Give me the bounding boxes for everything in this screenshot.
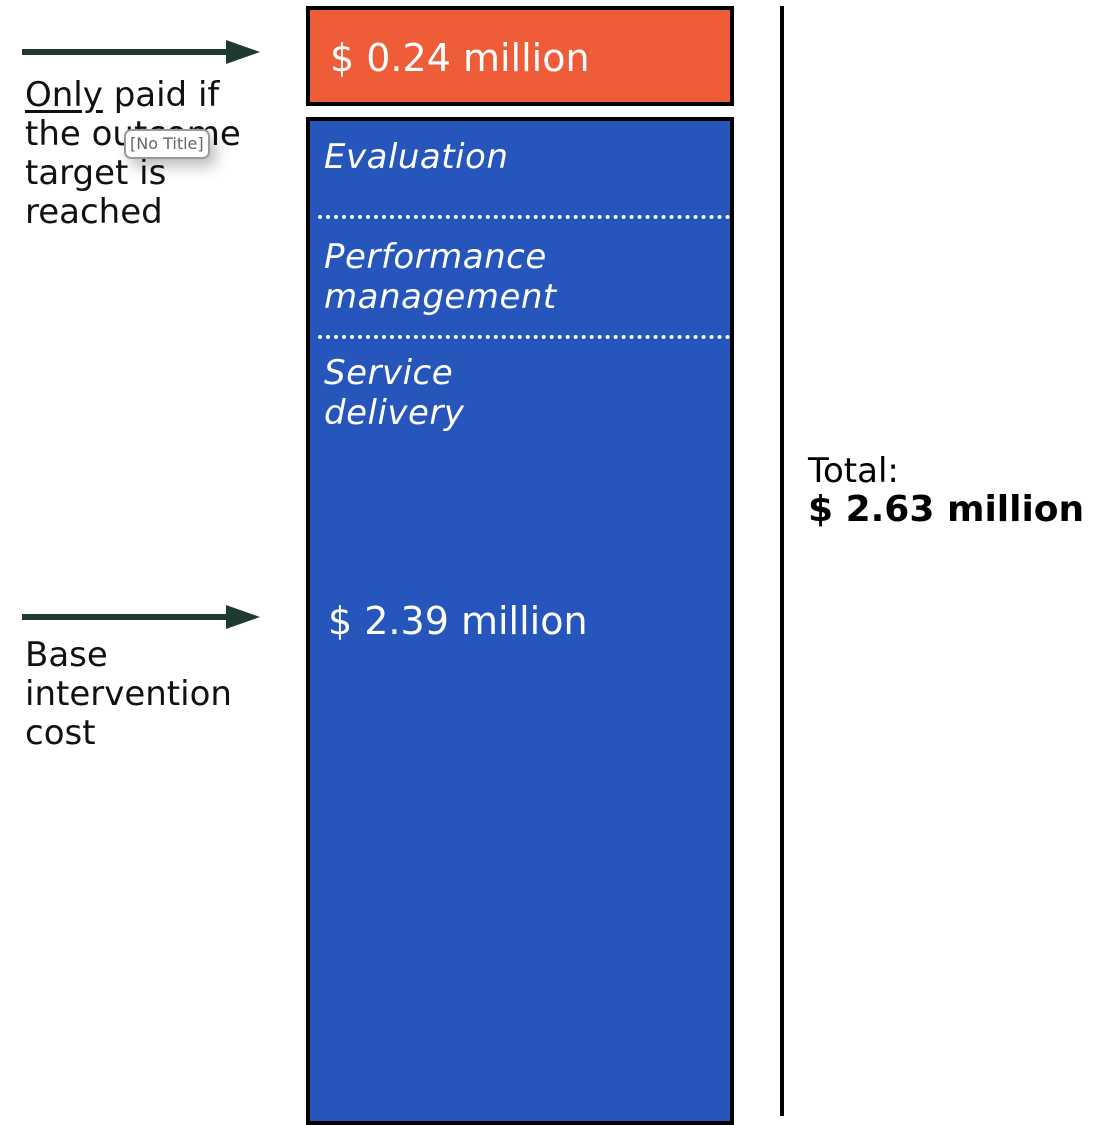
base-annotation: Base intervention cost <box>25 636 255 753</box>
base-annotation-line3: cost <box>25 713 96 753</box>
segment-service-line2: delivery <box>324 393 465 433</box>
segment-performance-line1: Performance <box>324 237 547 277</box>
segment-divider <box>318 215 730 219</box>
segment-divider <box>318 335 730 339</box>
total-label: Total: <box>808 451 899 491</box>
outcome-annotation-line3: target is <box>25 153 167 193</box>
vertical-divider <box>780 6 784 1116</box>
segment-evaluation-label: Evaluation <box>324 137 508 177</box>
hover-tooltip: [No Title] <box>124 129 210 159</box>
outcome-payment-box: $ 0.24 million <box>306 6 734 106</box>
segment-service-line1: Service <box>324 353 454 393</box>
total-value: $ 2.63 million <box>808 489 1085 530</box>
base-cost-amount: $ 2.39 million <box>328 599 588 643</box>
only-word: Only <box>25 75 103 115</box>
base-arrow-icon <box>22 605 262 629</box>
segment-performance-label: Performance management <box>324 237 557 317</box>
base-annotation-line2: intervention <box>25 674 232 714</box>
paid-if-text: paid if <box>102 75 220 115</box>
outcome-annotation-line4: reached <box>25 192 163 232</box>
outcome-arrow-icon <box>22 40 262 64</box>
outcome-payment-amount: $ 0.24 million <box>330 36 590 80</box>
segment-service-label: Service delivery <box>324 353 465 433</box>
base-annotation-line1: Base <box>25 635 108 675</box>
segment-performance-line2: management <box>324 277 557 317</box>
base-cost-box: Evaluation Performance management Servic… <box>306 117 734 1125</box>
segment-evaluation-line1: Evaluation <box>324 137 509 177</box>
